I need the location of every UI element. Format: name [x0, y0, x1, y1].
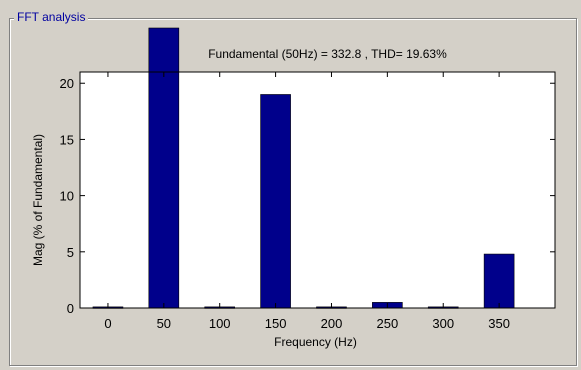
x-tick-label: 250 — [377, 316, 399, 331]
x-tick-label: 100 — [209, 316, 231, 331]
plot-border — [79, 71, 556, 309]
y-tick-label: 5 — [67, 245, 74, 260]
fft-analysis-group — [9, 18, 577, 366]
x-axis-label: Frequency (Hz) — [274, 335, 357, 349]
bar-50hz — [148, 27, 180, 309]
y-axis-label: Mag (% of Fundamental) — [31, 134, 45, 266]
x-tick-label: 350 — [488, 316, 510, 331]
x-tick-label: 300 — [432, 316, 454, 331]
y-tick-label: 15 — [60, 132, 74, 147]
x-tick-label: 150 — [265, 316, 287, 331]
y-tick-label: 0 — [67, 301, 74, 316]
y-tick-label: 10 — [60, 189, 74, 204]
x-ticks-group: 0 50 100 150 200 250 300 350 — [104, 72, 510, 331]
x-tick-label: 50 — [157, 316, 171, 331]
bar-150hz — [260, 94, 291, 309]
x-tick-label: 0 — [104, 316, 111, 331]
chart-title: Fundamental (50Hz) = 332.8 , THD= 19.63% — [208, 47, 447, 61]
bar-350hz — [483, 253, 515, 309]
fft-analysis-group-title: FFT analysis — [14, 10, 89, 24]
x-tick-label: 200 — [321, 316, 343, 331]
y-ticks-group: 0 5 10 15 20 — [60, 76, 555, 316]
y-tick-label: 20 — [60, 76, 74, 91]
